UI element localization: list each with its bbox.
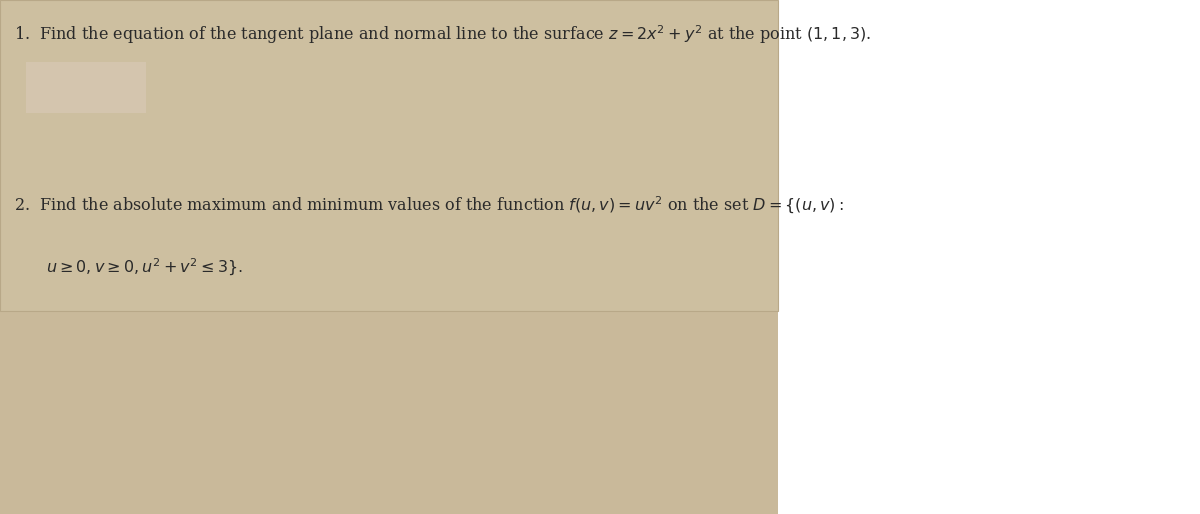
Text: 1.  F$\mathregular{i}$nd the equation of the tangent plane and normal line to th: 1. F$\mathregular{i}$nd the equation of …	[14, 23, 871, 46]
Bar	[0, 0, 778, 311]
Bar	[0, 0, 778, 514]
Bar	[26, 62, 146, 113]
Text: $u \geq 0, v \geq 0, u^2 + v^2 \leq 3\}.$: $u \geq 0, v \geq 0, u^2 + v^2 \leq 3\}.…	[46, 257, 242, 278]
Bar	[778, 0, 1200, 514]
Text: 2.  Find the absolute maximum and minimum values of the function $f(u, v) = uv^2: 2. Find the absolute maximum and minimum…	[14, 195, 844, 216]
